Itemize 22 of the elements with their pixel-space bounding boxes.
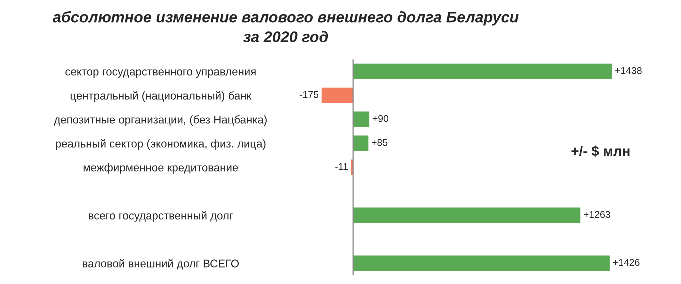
bar: [353, 208, 581, 224]
data-label: +1263: [584, 211, 610, 218]
y-tick-label: реальный сектор (экономика, физ. лица): [56, 139, 266, 150]
chart-title: абсолютное изменение валового внешнего долга Беларуси за 2020 год: [53, 11, 519, 42]
y-tick-label: центральный (национальный) банк: [70, 91, 252, 102]
data-label: +1426: [613, 259, 640, 266]
data-label: +90: [372, 115, 389, 122]
bar: [353, 256, 610, 272]
annotation: +/- $ млн: [572, 146, 630, 158]
data-label: +85: [372, 139, 388, 146]
y-tick-label: валовой внешний долг ВСЕГО: [83, 259, 240, 270]
data-label: -11: [336, 163, 348, 170]
bar: [353, 112, 370, 128]
bar: [322, 88, 354, 104]
data-label: -175: [300, 91, 319, 98]
y-tick-label: сектор государственного управления: [66, 70, 256, 78]
y-tick-label: межфирменное кредитование: [84, 164, 238, 174]
y-tick-label: депозитные организации, (без Нацбанка): [54, 116, 267, 126]
bar: [353, 136, 369, 152]
bar: [353, 64, 612, 80]
data-label: +1438: [615, 67, 642, 74]
y-tick-label: всего государственный долг: [89, 211, 234, 222]
